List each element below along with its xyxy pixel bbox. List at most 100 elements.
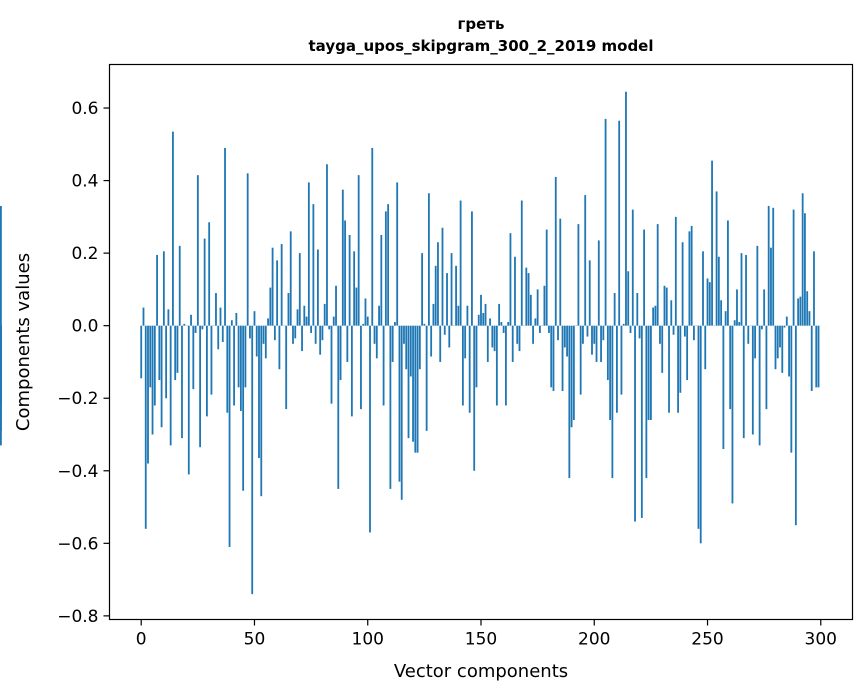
bar [224, 147, 226, 326]
bar [244, 325, 247, 388]
bar [421, 253, 424, 326]
bar [643, 229, 645, 326]
bar [174, 325, 177, 381]
bar [788, 325, 790, 377]
x-tick-label: 0 [136, 630, 147, 650]
bar [292, 325, 294, 344]
chart-subtitle: tayga_upos_skipgram_300_2_2019 model [309, 37, 654, 55]
bar [221, 325, 224, 342]
bar [625, 91, 627, 326]
bar [697, 325, 700, 529]
bar [323, 303, 326, 326]
bar [699, 325, 702, 544]
bar [144, 325, 147, 529]
bar [176, 325, 179, 373]
bar [647, 325, 650, 420]
bar [418, 325, 421, 370]
bar [543, 285, 546, 326]
bar [400, 325, 403, 500]
bar [253, 311, 256, 326]
bar [162, 251, 165, 326]
bar [813, 251, 815, 326]
bar [781, 325, 784, 373]
bar [375, 325, 378, 359]
bar [326, 164, 328, 326]
y-axis: 0.6 0.4 0.2 0.0 −0.2 −0.4 −0.6 −0.8 [57, 99, 110, 627]
y-tick-label: −0.6 [57, 534, 98, 554]
bar [486, 325, 489, 362]
bar [736, 289, 738, 326]
bar [249, 325, 251, 339]
bar [151, 325, 154, 435]
bar [201, 325, 204, 330]
bar [815, 325, 818, 388]
plot-frame [108, 63, 854, 621]
bar [602, 325, 605, 341]
bar [550, 325, 553, 388]
bar [473, 325, 476, 471]
bar [330, 325, 333, 404]
bar [371, 147, 374, 326]
bar [427, 193, 430, 326]
bar [310, 325, 313, 333]
bar [403, 325, 405, 344]
bar [681, 242, 684, 326]
bar [362, 323, 365, 326]
bar [158, 325, 161, 381]
bar [649, 325, 652, 420]
bar [532, 325, 534, 344]
bar [450, 253, 453, 326]
bar [548, 325, 550, 333]
bar [321, 325, 324, 341]
bar [797, 298, 800, 326]
bar [489, 318, 491, 326]
bar [711, 160, 713, 326]
bar [799, 296, 802, 326]
bar [242, 325, 245, 491]
bar [172, 131, 174, 326]
bar [471, 211, 473, 326]
bar [774, 325, 777, 370]
bar [577, 224, 580, 326]
bar [808, 311, 811, 326]
bar [464, 325, 467, 359]
bar [727, 220, 729, 326]
y-axis-label: Components values [13, 253, 34, 431]
bar [606, 325, 609, 381]
bar [731, 325, 734, 504]
bar [280, 244, 283, 326]
bar [149, 325, 152, 388]
bar [337, 325, 340, 489]
y-tick-label: 0.4 [71, 172, 98, 192]
bar [683, 325, 686, 337]
bar [183, 323, 186, 326]
bar [659, 325, 661, 344]
bar [434, 265, 437, 326]
bar [169, 325, 172, 446]
bar [298, 253, 301, 326]
bar [760, 325, 763, 330]
bar [425, 325, 428, 431]
bar [350, 325, 353, 417]
bar [181, 325, 183, 439]
bar [597, 240, 600, 326]
bar [763, 289, 766, 326]
bar [273, 325, 276, 341]
bar [767, 205, 770, 326]
bar [237, 325, 240, 388]
bar [276, 260, 279, 326]
bar [387, 204, 390, 326]
bar [147, 325, 149, 464]
bar [640, 325, 643, 518]
bar [554, 176, 557, 326]
bar [439, 325, 442, 362]
bar [776, 325, 779, 359]
bar [437, 242, 439, 326]
bar [165, 325, 168, 399]
bar [804, 213, 806, 326]
bar [394, 322, 396, 326]
bar [156, 254, 158, 326]
bar [572, 325, 575, 420]
bar [264, 325, 267, 359]
bar [536, 289, 539, 326]
